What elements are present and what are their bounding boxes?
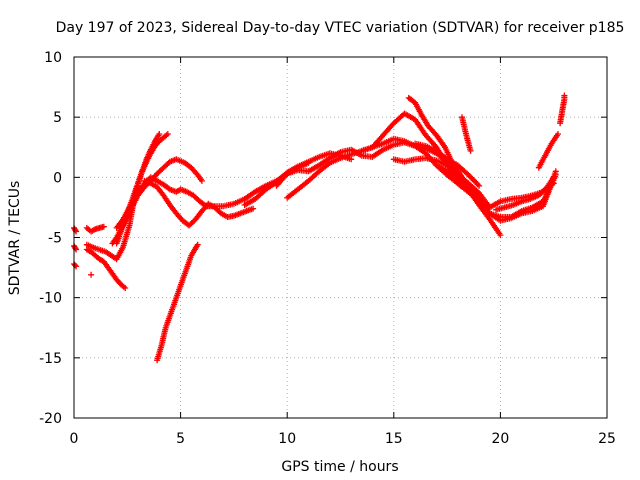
series-arc-25 — [535, 131, 561, 171]
data-point — [164, 131, 171, 137]
data-point — [250, 205, 257, 212]
series-arc-3 — [71, 261, 80, 270]
x-tick-label: 10 — [278, 431, 296, 447]
data-point — [72, 227, 79, 234]
y-tick-label: 10 — [44, 50, 62, 66]
data-point — [552, 168, 559, 175]
data-point — [88, 271, 95, 278]
series-arc-5 — [83, 246, 129, 291]
data-point — [497, 232, 504, 239]
data-point — [72, 245, 79, 252]
x-tick-label: 0 — [70, 431, 79, 447]
x-tick-label: 25 — [598, 431, 616, 447]
y-axis-label: SDTVAR / TECUs — [7, 181, 23, 296]
series-arc-6 — [88, 271, 95, 278]
series-arc-1 — [71, 224, 80, 235]
series-arc-12 — [154, 241, 201, 364]
x-tick-label: 20 — [491, 431, 509, 447]
series-arc-11 — [141, 177, 257, 229]
data-point — [156, 131, 163, 137]
y-tick-label: -5 — [48, 231, 62, 247]
series-arc-19 — [412, 140, 483, 189]
data-point — [467, 147, 474, 154]
data-points — [71, 92, 568, 364]
series-arc-4 — [83, 223, 107, 235]
y-tick-label: 5 — [53, 110, 62, 126]
data-point — [555, 131, 561, 137]
series-arc-24 — [493, 174, 557, 213]
plot-frame — [73, 56, 608, 419]
y-tick-label: -15 — [39, 351, 62, 367]
x-tick-label: 15 — [385, 431, 403, 447]
y-tick-label: -10 — [39, 291, 62, 307]
series-arc-9 — [109, 156, 205, 247]
x-axis-label: GPS time / hours — [281, 459, 398, 475]
y-tick-label: 0 — [53, 170, 62, 186]
axis-ticks: 0 5 10 15 20 25 -20 -15 -10 -5 0 5 10 — [39, 50, 616, 447]
data-point — [72, 262, 79, 269]
data-point — [561, 92, 568, 99]
data-point — [100, 223, 107, 230]
series-arc-23 — [486, 168, 559, 224]
data-point — [198, 177, 205, 184]
data-point — [194, 241, 201, 248]
series-arc-21 — [459, 114, 474, 154]
series-arc-26 — [557, 92, 568, 127]
grid-lines — [74, 57, 607, 418]
x-tick-label: 5 — [176, 431, 185, 447]
data-point — [550, 174, 557, 181]
series-arc-2 — [71, 242, 80, 253]
data-point — [476, 182, 483, 189]
chart-title: Day 197 of 2023, Sidereal Day-to-day VTE… — [56, 20, 625, 36]
y-tick-label: -20 — [39, 411, 62, 427]
data-point — [122, 285, 129, 291]
